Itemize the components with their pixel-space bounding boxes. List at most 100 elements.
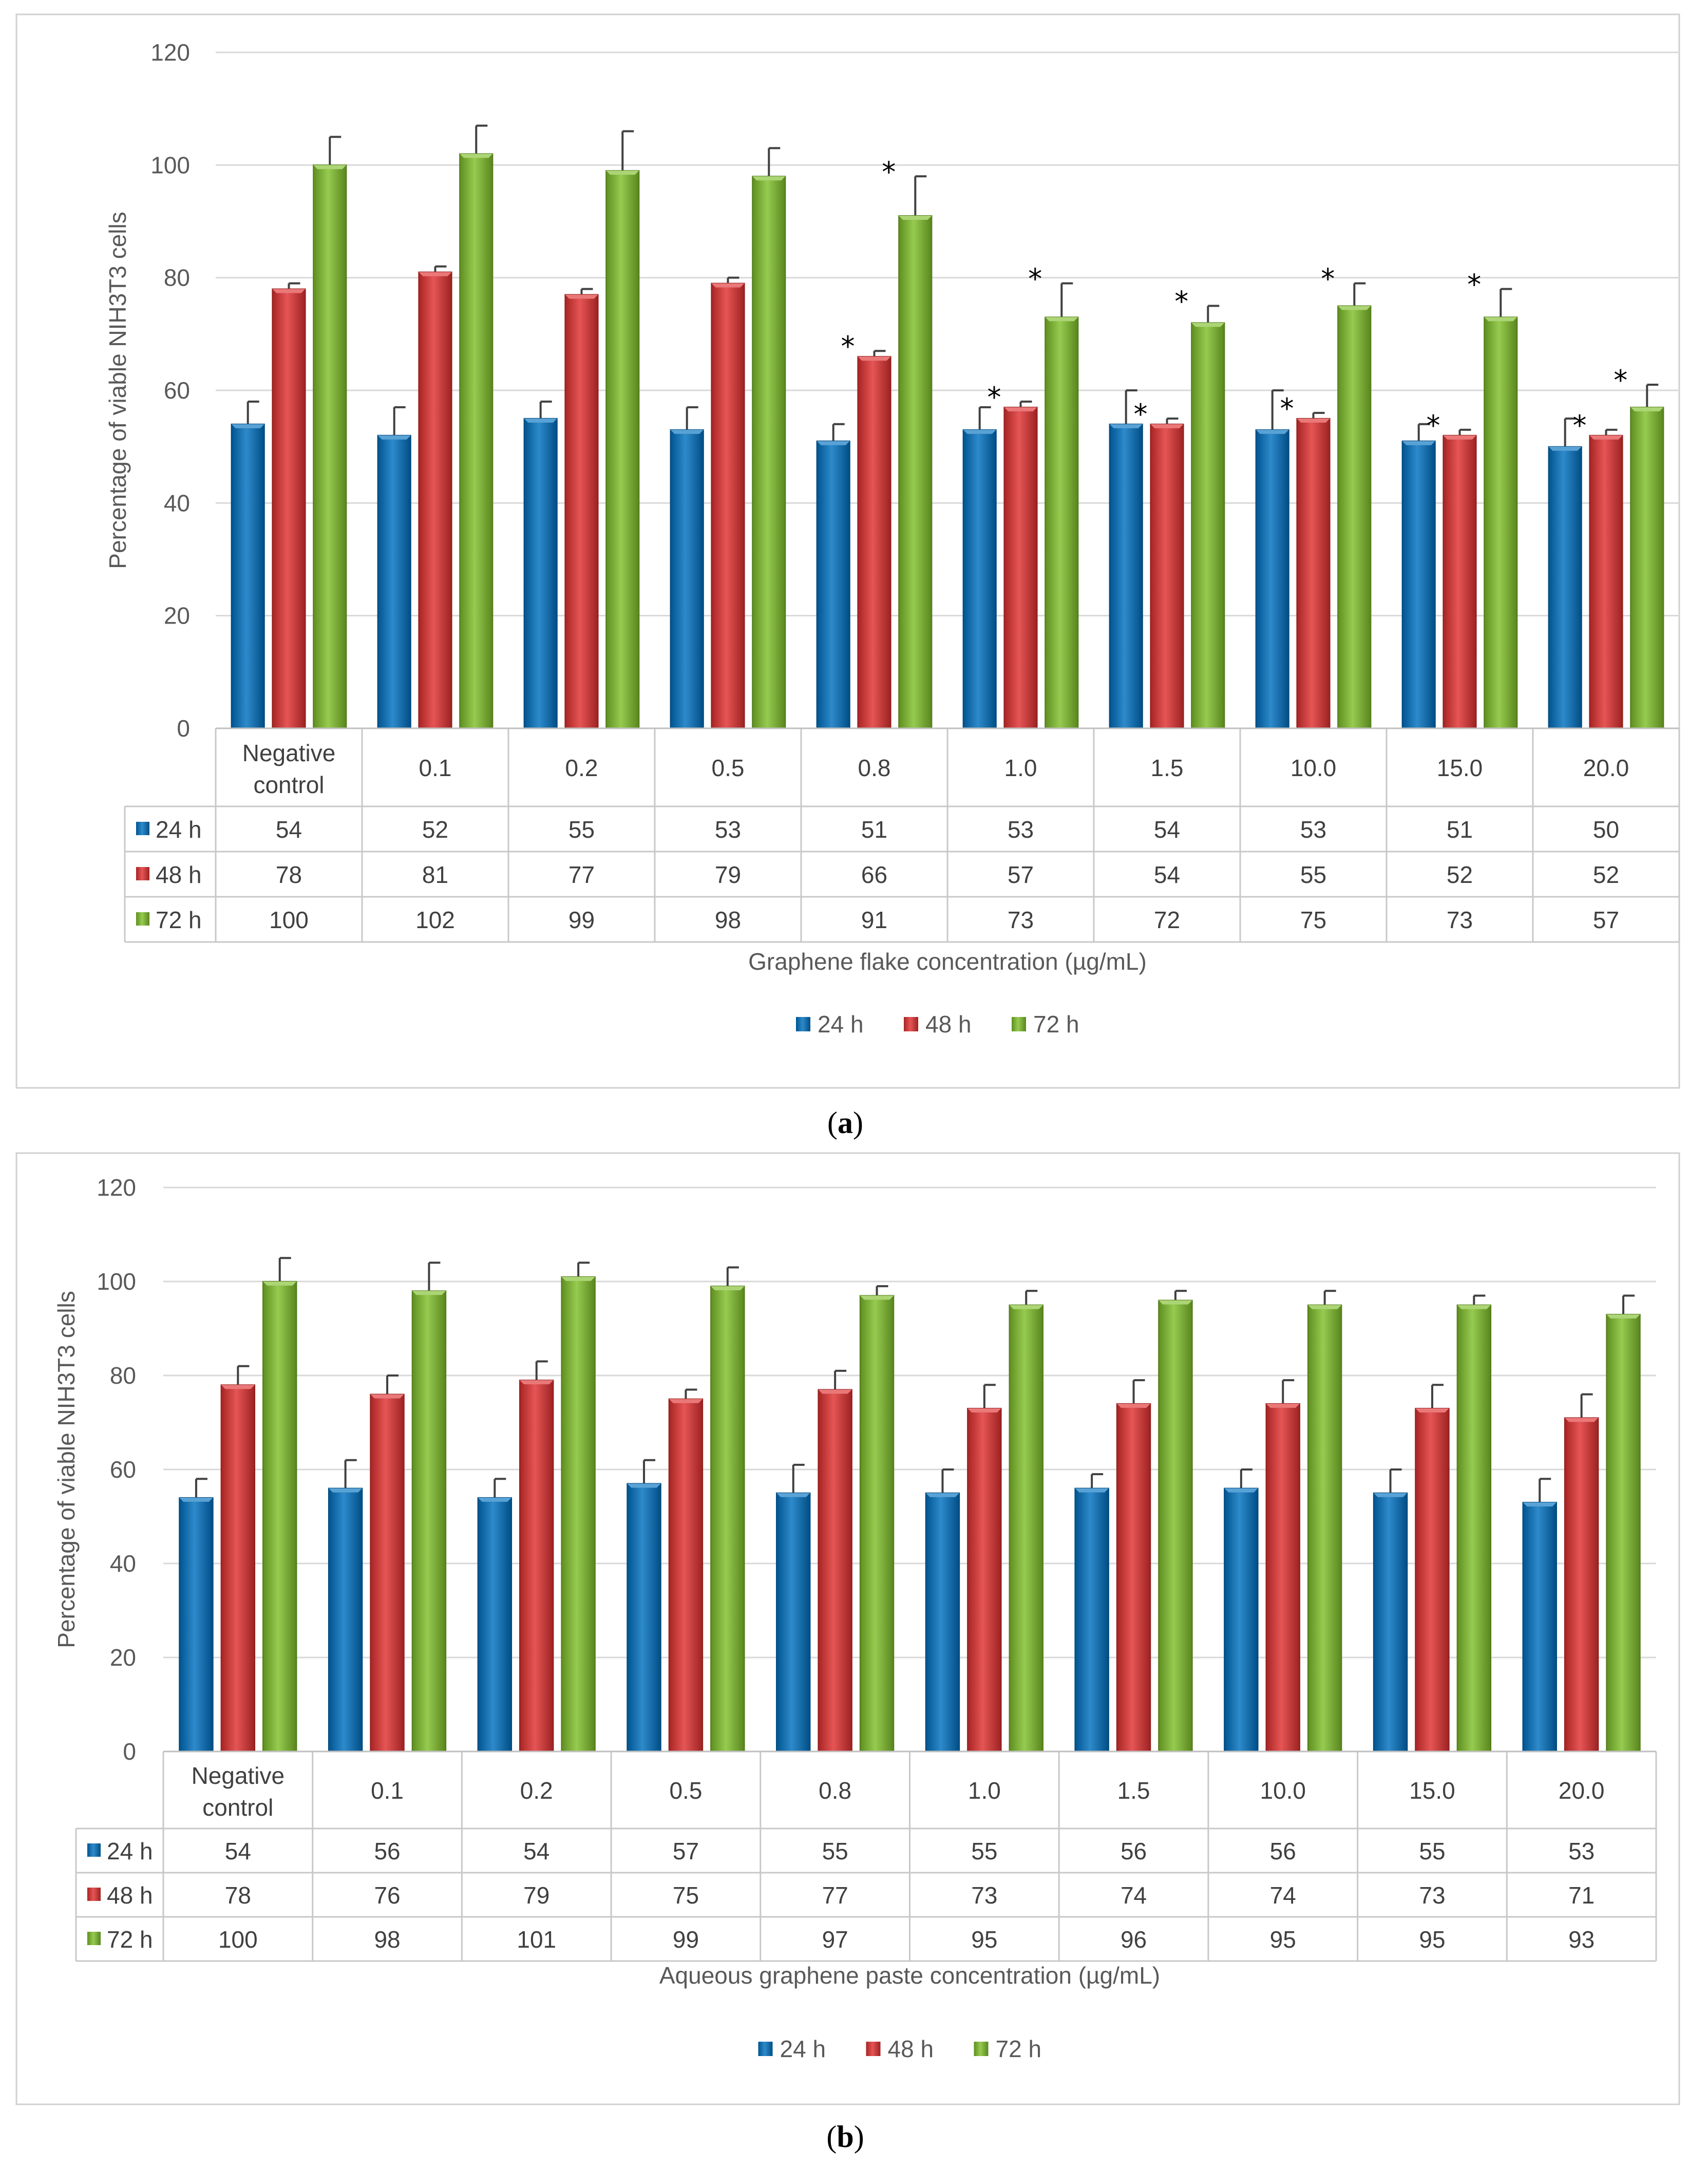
bar-bevel: [1045, 317, 1078, 322]
bar-bevel: [670, 429, 704, 434]
table-value: 77: [568, 861, 595, 888]
bar-bevel: [963, 429, 996, 434]
table-value: 101: [517, 1926, 556, 1953]
category-label: 0.1: [419, 755, 452, 781]
y-tick-label: 20: [164, 602, 190, 629]
bar-24h-0: [231, 423, 265, 729]
bar-72h-3: [752, 176, 786, 729]
bar-bevel: [1159, 1300, 1192, 1305]
bar-24h-6: [1074, 1487, 1109, 1753]
bar-bevel: [776, 1493, 810, 1497]
bar-bevel: [925, 1493, 960, 1497]
table-value: 78: [276, 861, 302, 888]
bar-bevel: [1415, 1408, 1449, 1413]
bar-72h-1: [411, 1290, 447, 1753]
bar-48h-9: [1564, 1417, 1599, 1753]
significance-star: *: [1467, 269, 1481, 301]
panel-label-close: ): [854, 2120, 864, 2154]
y-tick-label: 40: [164, 489, 190, 516]
y-axis-title: Percentage of viable NIH3T3 cells: [53, 1291, 80, 1648]
bar-24h-0: [179, 1497, 214, 1752]
significance-star: *: [1174, 286, 1188, 318]
row-series-label: 72 h: [107, 1926, 153, 1953]
category-label: 0.8: [819, 1777, 851, 1804]
table-value: 52: [422, 816, 448, 843]
legend-label: 24 h: [780, 2036, 826, 2062]
table-value: 55: [822, 1838, 848, 1864]
table-value: 73: [971, 1882, 997, 1909]
bar-24h-5: [962, 429, 997, 729]
category-label: 15.0: [1409, 1777, 1455, 1804]
chart-panel-b: 0 20 40 60 80 100 120 Percentage of viable NIH3…: [15, 1152, 1680, 2105]
bar-72h-8: [1456, 1304, 1492, 1752]
category-label: Negative: [242, 740, 336, 766]
category-label: 0.5: [712, 755, 745, 781]
table-value: 91: [861, 907, 887, 933]
bar-48h-3: [668, 1398, 704, 1752]
bar-bevel: [1402, 441, 1435, 445]
bar-bevel: [263, 1282, 297, 1286]
y-tick-label: 80: [164, 265, 190, 291]
bar-bevel: [669, 1399, 703, 1403]
bar-24h-1: [328, 1487, 363, 1753]
row-legend-key: [87, 1843, 101, 1857]
table-value: 66: [861, 861, 887, 888]
category-label: 10.0: [1260, 1777, 1306, 1804]
table-value: 50: [1593, 816, 1619, 843]
y-tick-label: 120: [150, 39, 190, 66]
bar-bevel: [711, 1286, 745, 1291]
bar-24h-4: [776, 1492, 811, 1752]
bar-bevel: [520, 1380, 554, 1385]
bar-72h-1: [459, 153, 494, 729]
row-legend-key: [136, 822, 149, 835]
bar-bevel: [1523, 1502, 1557, 1507]
significance-star: *: [1614, 364, 1627, 397]
significance-star: *: [1133, 398, 1147, 430]
bar-48h-8: [1415, 1408, 1450, 1753]
table-value: 96: [1121, 1926, 1147, 1953]
bar-bevel: [221, 1385, 255, 1389]
bar-bevel: [1224, 1488, 1258, 1493]
bar-bevel: [899, 216, 932, 220]
category-label: 0.8: [858, 755, 891, 781]
bar-24h-8: [1373, 1492, 1408, 1752]
row-series-label: 24 h: [107, 1838, 153, 1864]
bar-bevel: [1606, 1314, 1640, 1319]
table-value: 53: [1300, 816, 1326, 843]
bar-bevel: [561, 1276, 595, 1281]
bar-48h-4: [857, 356, 891, 729]
bar-bevel: [272, 289, 306, 293]
bar-24h-6: [1109, 423, 1143, 729]
bar-bevel: [460, 154, 493, 158]
bar-bevel: [1443, 435, 1476, 440]
table-value: 74: [1121, 1882, 1147, 1909]
legend-key: [974, 2042, 989, 2056]
table-value: 98: [374, 1926, 400, 1953]
bar-24h-9: [1548, 446, 1582, 729]
bar-bevel: [377, 435, 411, 440]
table-value: 97: [822, 1926, 848, 1953]
bar-72h-2: [605, 170, 640, 729]
legend-label: 72 h: [996, 2036, 1042, 2062]
table-value: 51: [861, 816, 887, 843]
table-value: 57: [1008, 861, 1034, 888]
bar-48h-7: [1265, 1403, 1300, 1752]
row-legend-key: [136, 867, 149, 880]
table-value: 57: [1593, 907, 1619, 933]
bar-72h-0: [262, 1281, 297, 1752]
x-axis-title: Graphene flake concentration (µg/mL): [748, 948, 1147, 975]
bar-bevel: [1297, 418, 1330, 423]
table-value: 93: [1568, 1926, 1595, 1953]
y-tick-label: 0: [123, 1738, 136, 1765]
bar-72h-5: [1009, 1304, 1043, 1752]
table-value: 72: [1154, 907, 1180, 933]
bar-24h-5: [925, 1492, 960, 1752]
bar-72h-7: [1337, 305, 1372, 729]
table-value: 54: [1154, 861, 1180, 888]
y-tick-label: 20: [110, 1644, 136, 1671]
table-value: 56: [374, 1838, 400, 1864]
category-label: 0.5: [669, 1777, 702, 1804]
category-label: 15.0: [1437, 755, 1483, 781]
bar-bevel: [1338, 306, 1371, 310]
y-axis-title: Percentage of viable NIH3T3 cells: [104, 212, 131, 569]
